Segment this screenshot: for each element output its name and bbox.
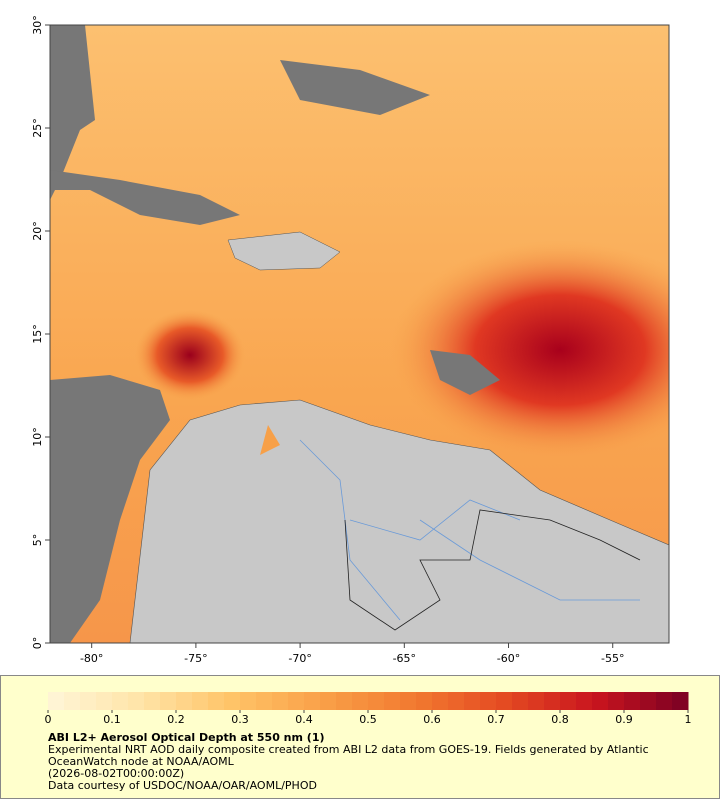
colorbar-step — [96, 692, 113, 710]
no-data — [430, 350, 500, 395]
cuba — [50, 170, 240, 225]
colorbar-step — [80, 692, 97, 710]
colorbar-step — [576, 692, 593, 710]
x-tick-label: -65° — [393, 652, 416, 665]
colorbar-tick-label: 0 — [45, 713, 52, 726]
colorbar-step — [128, 692, 145, 710]
colorbar-step — [464, 692, 481, 710]
y-tick-label: 5° — [31, 534, 44, 547]
colorbar-tick-label: 0.6 — [423, 713, 441, 726]
colorbar-step — [448, 692, 465, 710]
colorbar-step — [560, 692, 577, 710]
colorbar-step — [336, 692, 353, 710]
caption-credit: Data courtesy of USDOC/NOAA/OAR/AOML/PHO… — [48, 779, 317, 792]
colorbar-step — [528, 692, 545, 710]
colorbar-step — [224, 692, 241, 710]
hispaniola — [227, 231, 341, 271]
central-america — [50, 375, 170, 643]
borders — [344, 509, 641, 631]
colorbar-tick-label: 0.8 — [551, 713, 569, 726]
colorbar-step — [496, 692, 513, 710]
colorbar-step — [112, 692, 129, 710]
x-tick-label: -80° — [80, 652, 103, 665]
colorbar-step — [192, 692, 209, 710]
colorbar-tick-label: 1 — [685, 713, 692, 726]
caption-title: ABI L2+ Aerosol Optical Depth at 550 nm … — [48, 731, 325, 744]
colorbar-tick-label: 0.1 — [103, 713, 121, 726]
colorbar-step — [544, 692, 561, 710]
no-data — [50, 25, 95, 200]
colorbar-step — [64, 692, 81, 710]
colorbar-step — [416, 692, 433, 710]
colorbar-step — [272, 692, 289, 710]
colorbar-step — [320, 692, 337, 710]
x-tick-label: -70° — [288, 652, 311, 665]
colorbar-tick-label: 0.5 — [359, 713, 377, 726]
y-tick-label: 30° — [31, 15, 44, 35]
y-tick-label: 15° — [31, 324, 44, 344]
colorbar-step — [368, 692, 385, 710]
colorbar-step — [176, 692, 193, 710]
colorbar-tick-label: 0.9 — [615, 713, 633, 726]
y-tick-label: 10° — [31, 427, 44, 447]
lake-maracaibo — [260, 425, 280, 455]
x-tick-label: -60° — [497, 652, 520, 665]
colorbar-tick-label: 0.7 — [487, 713, 505, 726]
colorbar-tick-label: 0.2 — [167, 713, 185, 726]
colorbar-step — [208, 692, 225, 710]
colorbar-step — [384, 692, 401, 710]
y-tick-label: 25° — [31, 118, 44, 138]
colorbar-tick-label: 0.4 — [295, 713, 313, 726]
colorbar-step — [48, 692, 65, 710]
colorbar-step — [512, 692, 529, 710]
south-america — [129, 399, 669, 643]
x-tick-label: -75° — [184, 652, 207, 665]
colorbar-step — [256, 692, 273, 710]
caption-description: Experimental NRT AOD daily composite cre… — [48, 743, 649, 768]
caption: ABI L2+ Aerosol Optical Depth at 550 nm … — [48, 732, 688, 792]
colorbar-step — [608, 692, 625, 710]
colorbar-step — [304, 692, 321, 710]
colorbar-step — [352, 692, 369, 710]
colorbar-step — [144, 692, 161, 710]
colorbar-step — [656, 692, 673, 710]
colorbar-tick-label: 0.3 — [231, 713, 249, 726]
colorbar-step — [160, 692, 177, 710]
colorbar-step — [432, 692, 449, 710]
aod-high — [390, 240, 669, 460]
map-layers — [50, 25, 669, 643]
caption-timestamp: (2026-08-02T00:00:00Z) — [48, 767, 185, 780]
x-tick-label: -55° — [601, 652, 624, 665]
colorbar-step — [672, 692, 689, 710]
no-data — [280, 60, 430, 115]
colorbar-step — [240, 692, 257, 710]
aod-high — [135, 310, 245, 400]
colorbar-step — [480, 692, 497, 710]
colorbar-step — [592, 692, 609, 710]
colorbar-step — [624, 692, 641, 710]
y-tick-label: 20° — [31, 221, 44, 241]
colorbar-step — [400, 692, 417, 710]
colorbar-step — [288, 692, 305, 710]
y-tick-label: 0° — [31, 637, 44, 650]
colorbar-step — [640, 692, 657, 710]
